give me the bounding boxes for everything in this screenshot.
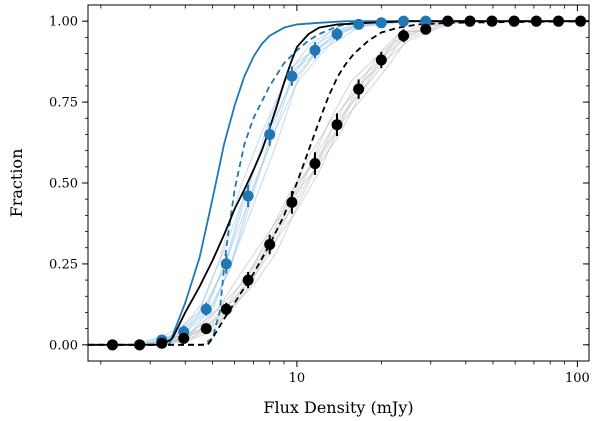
data-point-black <box>420 23 432 35</box>
realization-line-blue <box>109 20 578 346</box>
data-point-blue <box>309 44 321 56</box>
realization-bands <box>104 20 588 346</box>
series-lines <box>88 20 590 346</box>
realization-line-blue <box>107 20 576 346</box>
data-point-black <box>286 196 298 208</box>
data-points <box>106 15 587 351</box>
data-point-black <box>134 339 146 351</box>
y-tick-label: 0.50 <box>49 177 78 192</box>
data-point-blue <box>200 303 212 315</box>
data-point-blue <box>375 17 387 29</box>
axes-ticks: 0.00 0.25 0.50 0.75 1.00 10 100 <box>49 5 590 386</box>
y-tick-label: 0.00 <box>49 338 78 353</box>
data-point-black <box>508 15 520 27</box>
y-axis-label: Fraction <box>7 149 26 218</box>
data-point-blue <box>353 18 365 30</box>
data-point-blue <box>398 15 410 27</box>
x-tick-label: 10 <box>289 371 306 386</box>
series-line-blue-dashed <box>88 20 589 346</box>
series-line-black-solid <box>88 20 589 346</box>
y-tick-label: 0.75 <box>49 96 78 111</box>
realization-line-blue <box>115 20 584 346</box>
data-point-black <box>178 332 190 344</box>
data-point-black <box>220 303 232 315</box>
data-point-black <box>375 54 387 66</box>
data-point-black <box>156 337 168 349</box>
data-point-black <box>464 15 476 27</box>
realization-line-black <box>119 20 588 346</box>
data-point-black <box>552 15 564 27</box>
data-point-black <box>530 15 542 27</box>
realization-line-blue <box>113 20 582 346</box>
realization-line-black <box>115 20 584 346</box>
y-tick-label: 1.00 <box>49 15 78 30</box>
data-point-black <box>486 15 498 27</box>
data-point-black <box>200 323 212 335</box>
data-point-blue <box>331 28 343 40</box>
realization-line-black <box>109 20 578 346</box>
realization-line-black <box>113 20 582 346</box>
data-point-black <box>442 15 454 27</box>
data-point-black <box>331 119 343 131</box>
data-point-blue <box>220 258 232 270</box>
data-point-blue <box>264 128 276 140</box>
series-line-black-dashed <box>88 20 590 346</box>
realization-line-black <box>107 20 576 346</box>
data-point-black <box>264 238 276 250</box>
realization-line-blue <box>119 20 588 346</box>
y-tick-label: 0.25 <box>49 257 78 272</box>
data-point-blue <box>420 15 432 27</box>
x-tick-label: 100 <box>565 371 590 386</box>
data-point-blue <box>242 190 254 202</box>
realization-line-black <box>111 20 580 346</box>
realization-line-black <box>104 20 574 346</box>
realization-line-blue <box>111 20 580 346</box>
realization-line-blue <box>104 20 574 346</box>
data-point-black <box>398 30 410 42</box>
data-point-black <box>242 274 254 286</box>
data-point-black <box>309 158 321 170</box>
plot-frame <box>87 4 590 362</box>
data-point-black <box>106 339 118 351</box>
data-point-blue <box>286 70 298 82</box>
data-point-black <box>353 83 365 95</box>
x-axis-label: Flux Density (mJy) <box>263 398 413 417</box>
data-point-black <box>575 15 587 27</box>
